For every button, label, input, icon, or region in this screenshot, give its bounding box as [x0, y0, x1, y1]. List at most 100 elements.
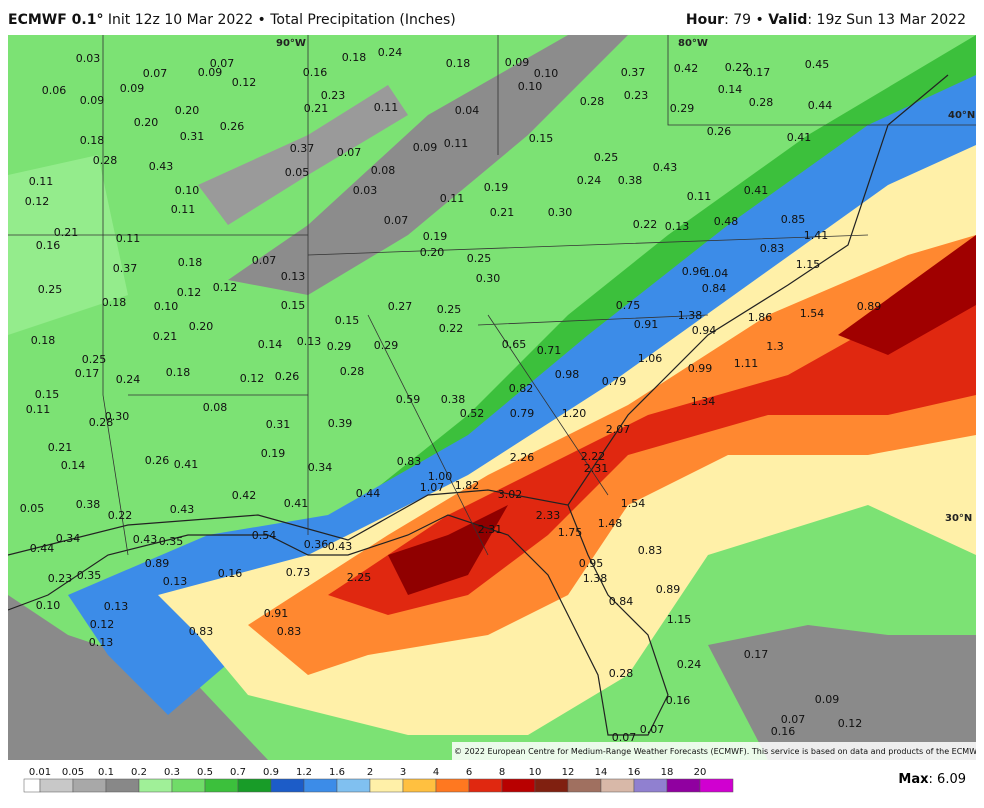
point-value: 0.44: [356, 487, 381, 500]
coastline: [567, 74, 949, 506]
legend-box: [270, 778, 305, 793]
point-value: 0.09: [120, 82, 145, 95]
point-value: 0.26: [707, 125, 732, 138]
legend-label: 6: [466, 767, 472, 778]
point-value: 0.28: [340, 365, 365, 378]
hour-label: Hour: [685, 12, 725, 28]
legend-label: 1.2: [296, 767, 312, 778]
point-value: 0.42: [232, 489, 257, 502]
point-value: 1.54: [800, 307, 825, 320]
point-value: 0.09: [198, 66, 223, 79]
credit-bg: [452, 742, 976, 760]
point-value: 0.41: [284, 497, 309, 510]
point-value: 0.28: [609, 667, 634, 680]
legend-label: 1.6: [329, 767, 345, 778]
point-value: 0.42: [674, 62, 699, 75]
point-value: 0.13: [665, 220, 690, 233]
title: ECMWF 0.1° Init 12z 10 Mar 2022 • Total …: [8, 12, 456, 28]
point-value: 0.19: [423, 230, 448, 243]
point-value: 0.13: [163, 575, 188, 588]
point-value: 0.25: [437, 303, 462, 316]
point-value: 0.10: [154, 300, 179, 313]
point-value: 0.11: [116, 232, 141, 245]
point-value: 0.17: [744, 648, 769, 661]
point-value: 0.11: [374, 101, 399, 114]
map: © 2022 European Centre for Medium-Range …: [8, 35, 976, 760]
point-value: 0.29: [327, 340, 352, 353]
header: ECMWF 0.1° Init 12z 10 Mar 2022 • Total …: [0, 0, 984, 35]
valid: : 19z Sun 13 Mar 2022: [807, 12, 966, 28]
point-value: 0.71: [537, 344, 562, 357]
legend-box: [237, 778, 272, 793]
valid-time: Hour: 79 • Valid: 19z Sun 13 Mar 2022: [686, 12, 966, 28]
point-value: 0.54: [252, 529, 277, 542]
point-value: 1.3: [766, 340, 784, 353]
point-value: 0.12: [177, 286, 202, 299]
point-value: 0.18: [102, 296, 127, 309]
point-value: 1.41: [804, 229, 829, 242]
point-value: 0.31: [266, 418, 291, 431]
point-value: 0.24: [116, 373, 141, 386]
legend-box: [600, 778, 635, 793]
point-value: 0.07: [337, 146, 362, 159]
point-value: 0.38: [618, 174, 643, 187]
field: [228, 35, 628, 295]
point-value: 0.12: [232, 76, 257, 89]
point-value: 0.52: [460, 407, 485, 420]
point-value: 0.59: [396, 393, 421, 406]
legend-label: 0.7: [230, 767, 246, 778]
point-value: 0.65: [502, 338, 527, 351]
point-value: 0.34: [308, 461, 333, 474]
point-value: 0.11: [444, 137, 469, 150]
point-value: 0.07: [252, 254, 277, 267]
point-value: 0.22: [108, 509, 133, 522]
point-value: 0.43: [328, 540, 353, 553]
point-value: 0.12: [838, 717, 863, 730]
point-value: 0.79: [602, 375, 627, 388]
point-value: 0.89: [857, 300, 882, 313]
point-value: 0.13: [297, 335, 322, 348]
legend-label: 0.05: [62, 767, 84, 778]
point-value: 0.11: [171, 203, 196, 216]
point-value: 0.37: [621, 66, 646, 79]
point-value: 0.35: [77, 569, 102, 582]
point-value: 0.15: [281, 299, 306, 312]
point-value: 0.10: [534, 67, 559, 80]
legend-label: 10: [529, 767, 542, 778]
point-value: 0.38: [441, 393, 466, 406]
point-value: 0.79: [510, 407, 535, 420]
legend-box: [699, 778, 734, 793]
point-value: 0.89: [656, 583, 681, 596]
point-value: 0.12: [25, 195, 50, 208]
legend-box: [402, 778, 437, 793]
point-value: 0.30: [548, 206, 573, 219]
point-value: 0.20: [175, 104, 200, 117]
legend-box: [501, 778, 536, 793]
point-value: 0.13: [89, 636, 114, 649]
legend-label: 0.9: [263, 767, 279, 778]
point-value: 0.21: [153, 330, 178, 343]
coastline: [8, 489, 669, 736]
point-value: 0.83: [277, 625, 302, 638]
legend-label: 4: [433, 767, 439, 778]
point-value: 1.11: [734, 357, 759, 370]
point-value: 0.38: [76, 498, 101, 511]
point-value: 0.41: [174, 458, 199, 471]
legend-box: [72, 778, 107, 793]
point-value: 0.21: [304, 102, 329, 115]
point-value: 0.08: [371, 164, 396, 177]
legend-box: [666, 778, 701, 793]
point-value: 0.07: [640, 723, 665, 736]
point-value: 0.21: [54, 226, 79, 239]
point-value: 0.29: [670, 102, 695, 115]
point-value: 0.11: [26, 403, 51, 416]
point-value: 0.37: [290, 142, 315, 155]
point-value: 0.91: [634, 318, 659, 331]
point-value: 0.20: [420, 246, 445, 259]
point-value: 1.75: [558, 526, 583, 539]
point-value: 0.45: [805, 58, 830, 71]
point-value: 0.83: [760, 242, 785, 255]
point-value: 0.21: [490, 206, 515, 219]
point-value: 0.12: [240, 372, 265, 385]
point-value: 0.94: [692, 324, 717, 337]
